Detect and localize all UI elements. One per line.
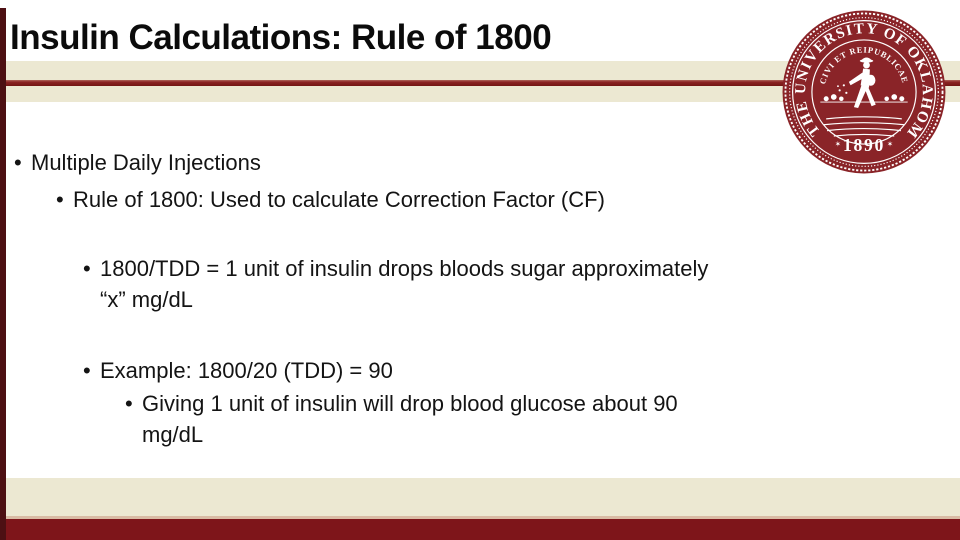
bullet-marker: • bbox=[56, 187, 64, 212]
bullet-example-detail-line1: • Giving 1 unit of insulin will drop bloo… bbox=[125, 389, 678, 418]
university-seal: THE UNIVERSITY OF OKLAHOMA CIVI ET REIPU… bbox=[780, 8, 948, 176]
bullet-marker: • bbox=[83, 256, 91, 281]
bullet-marker: • bbox=[83, 358, 91, 383]
sower-emblem bbox=[820, 57, 908, 137]
seal-ornament-left: ✶ bbox=[835, 140, 841, 149]
top-crimson-rule bbox=[0, 80, 960, 86]
bullet-text: Multiple Daily Injections bbox=[31, 150, 261, 175]
seal-inner-ring bbox=[811, 39, 917, 145]
seal-outer-ring bbox=[792, 20, 936, 164]
university-seal-graphic: THE UNIVERSITY OF OKLAHOMA CIVI ET REIPU… bbox=[780, 8, 946, 174]
bullet-example-detail-line2: mg/dL bbox=[142, 420, 203, 449]
bullet-formula-line1: • 1800/TDD = 1 unit of insulin drops bloo… bbox=[83, 254, 708, 283]
bullet-rule-of-1800: • Rule of 1800: Used to calculate Correct… bbox=[56, 185, 605, 214]
bullet-text: “x” mg/dL bbox=[100, 287, 193, 312]
bottom-cream-band bbox=[0, 478, 960, 516]
seal-year: 1890 bbox=[843, 135, 885, 155]
bullet-text: Rule of 1800: Used to calculate Correcti… bbox=[73, 187, 605, 212]
bullet-marker: • bbox=[125, 391, 133, 416]
bullet-text: Example: 1800/20 (TDD) = 90 bbox=[100, 358, 393, 383]
bullet-example: • Example: 1800/20 (TDD) = 90 bbox=[83, 356, 393, 385]
seal-ornament-right: ✶ bbox=[887, 140, 893, 149]
bottom-tan-line bbox=[0, 516, 960, 519]
left-accent-bar bbox=[0, 8, 6, 540]
bullet-formula-line2: “x” mg/dL bbox=[100, 285, 193, 314]
page-title: Insulin Calculations: Rule of 1800 bbox=[10, 18, 552, 57]
bullet-text: mg/dL bbox=[142, 422, 204, 447]
bullet-marker: • bbox=[14, 150, 22, 175]
seal-stamp-edge bbox=[784, 12, 944, 172]
bullet-text: 1800/TDD = 1 unit of insulin drops blood… bbox=[100, 256, 709, 281]
bullet-text: Giving 1 unit of insulin will drop blood… bbox=[142, 391, 678, 416]
bullet-multiple-daily-injections: • Multiple Daily Injections bbox=[14, 148, 261, 177]
seal-dotted-ring bbox=[789, 17, 939, 167]
bottom-crimson-bar bbox=[0, 519, 960, 540]
